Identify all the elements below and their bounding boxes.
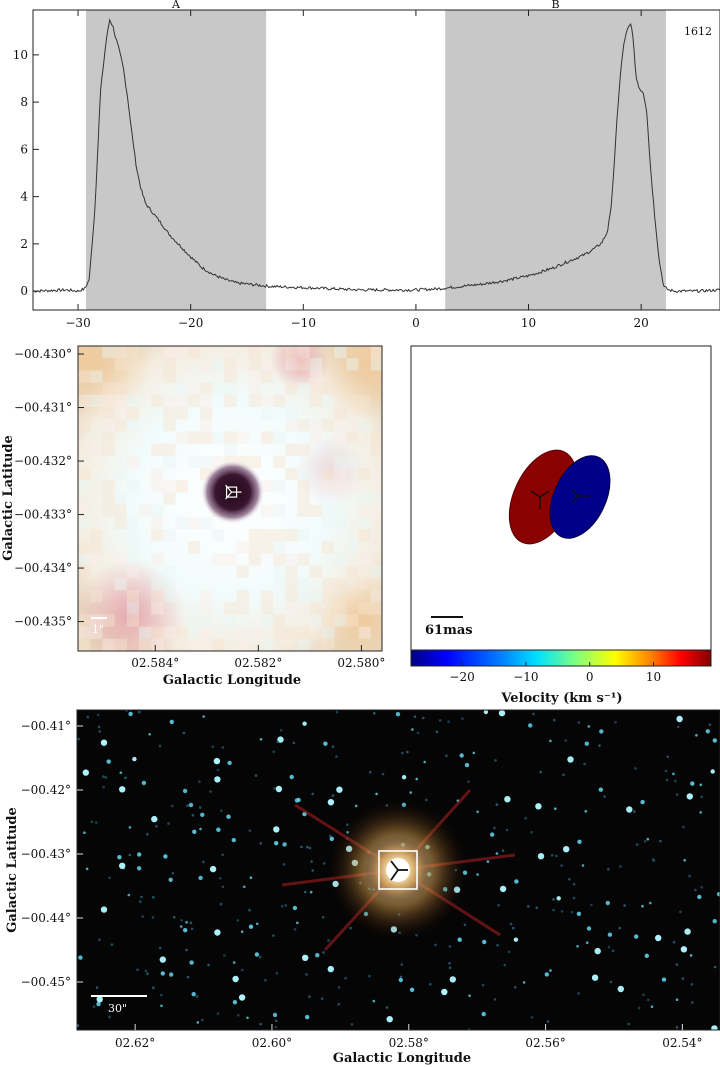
x-tick-label: 02.54°	[662, 1036, 702, 1050]
spot-a-marker-icon	[530, 490, 550, 509]
y-tick-label: −00.432°	[14, 454, 72, 468]
y-tick-label: −00.42°	[21, 783, 71, 797]
x-tick-label: 02.56°	[525, 1036, 565, 1050]
spectrum-y-ticks: 0 2 4 6 8 10	[13, 48, 39, 298]
cutout-y-ticks: −00.430° −00.431° −00.432° −00.433° −00.434°…	[14, 347, 84, 629]
field-panel: 02.62° 02.60° 02.58° 02.56° 02.54° −00.41°−0…	[5, 709, 720, 1066]
cutout-x-ticks: 02.584° 02.582° 02.580°	[131, 645, 385, 670]
cutout-scale-label: 1"	[92, 623, 104, 636]
cutout-panel: 02.584° 02.582° 02.580° −00.430°−00.431°−0…	[1, 345, 385, 688]
y-tick-label: 6	[20, 142, 28, 156]
spectrum-x-ticks: −30 −20 −10 0 10 20	[65, 10, 649, 330]
cutout-y-label: Galactic Latitude	[1, 435, 16, 561]
x-tick-label: 02.582°	[234, 656, 282, 670]
y-tick-label: −00.433°	[14, 508, 72, 522]
field-x-ticks: 02.62° 02.60° 02.58° 02.56° 02.54°	[115, 1024, 703, 1050]
x-tick-label: 02.584°	[131, 656, 179, 670]
field-source-marker-icon	[390, 860, 408, 881]
y-tick-label: −00.435°	[14, 615, 72, 629]
y-tick-label: 0	[20, 284, 28, 298]
y-tick-label: −00.41°	[21, 719, 71, 733]
colorbar-tick-label: 10	[646, 670, 661, 684]
x-tick-label: 0	[412, 316, 420, 330]
shaded-region	[445, 10, 666, 310]
x-tick-label: 02.60°	[252, 1036, 292, 1050]
shaded-region	[85, 10, 267, 310]
x-tick-label: 10	[521, 316, 536, 330]
colorbar: −20 −10 0 10 Velocity (km s⁻¹)	[410, 649, 712, 706]
spot-b-marker-icon	[571, 489, 590, 503]
spectrum-line	[33, 18, 720, 294]
field-stars	[77, 710, 720, 1030]
spectrum-annotation: 1612	[684, 25, 712, 38]
y-tick-label: −00.434°	[14, 561, 72, 575]
field-y-ticks: −00.41° −00.42° −00.43° −00.44° −00.45°	[21, 719, 83, 989]
y-tick-label: 8	[20, 95, 28, 109]
x-tick-label: −10	[291, 316, 316, 330]
y-tick-label: −00.431°	[14, 401, 72, 415]
x-tick-label: 02.62°	[115, 1036, 155, 1050]
field-y-label: Galactic Latitude	[5, 807, 20, 933]
region-label: B	[552, 0, 560, 11]
colorbar-gradient	[410, 649, 712, 667]
cutout-outline-box	[378, 850, 418, 890]
x-tick-label: 20	[634, 316, 649, 330]
region-label: A	[171, 0, 181, 11]
cutout-x-label: Galactic Longitude	[163, 673, 301, 688]
colorbar-tick-label: −20	[449, 670, 474, 684]
colorbar-label: Velocity (km s⁻¹)	[500, 691, 622, 706]
maser-panel: 61mas	[410, 345, 712, 651]
field-x-label: Galactic Longitude	[333, 1051, 471, 1066]
maser-scale-label: 61mas	[425, 623, 473, 638]
spot-b	[549, 455, 611, 539]
y-tick-label: −00.45°	[21, 975, 71, 989]
y-tick-label: 10	[13, 48, 28, 62]
y-tick-label: 2	[20, 237, 28, 251]
colorbar-tick-label: −10	[513, 670, 538, 684]
colorbar-ticks: −20 −10 0 10	[449, 662, 661, 684]
source-marker-icon	[225, 484, 242, 500]
cutout-pixel-grid	[78, 346, 382, 651]
colorbar-tick-label: 0	[586, 670, 594, 684]
y-tick-label: −00.43°	[21, 847, 71, 861]
cutout-frame	[77, 345, 383, 652]
x-tick-label: 02.580°	[337, 656, 385, 670]
y-tick-label: −00.430°	[14, 347, 72, 361]
field-scale-bar: 30"	[91, 995, 147, 1015]
cutout-image	[78, 346, 382, 651]
x-tick-label: 02.58°	[389, 1036, 429, 1050]
y-tick-label: 4	[20, 190, 28, 204]
cutout-scale-bar: 1"	[91, 617, 107, 636]
x-tick-label: −30	[65, 316, 90, 330]
field-scale-label: 30"	[108, 1002, 127, 1015]
spectrum-frame	[32, 9, 720, 311]
y-tick-label: −00.44°	[21, 911, 71, 925]
shaded-regions	[85, 10, 666, 310]
x-tick-label: −20	[178, 316, 203, 330]
field-frame	[76, 709, 720, 1031]
